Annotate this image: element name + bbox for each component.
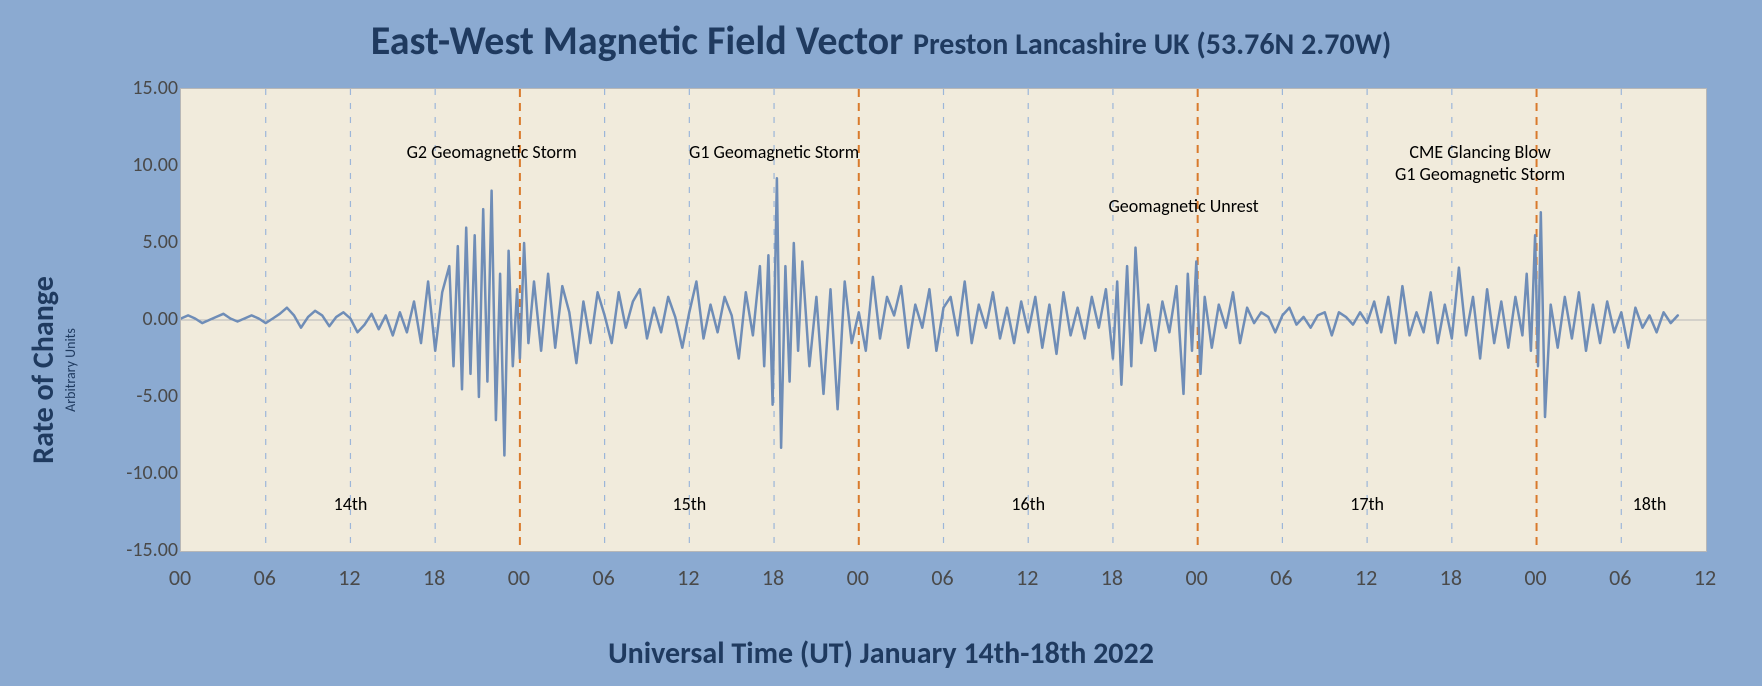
x-tick: 00: [508, 564, 530, 591]
x-tick: 12: [1016, 564, 1038, 591]
y-axis-label: Rate of Change: [25, 277, 62, 465]
y-tick: -5.00: [136, 384, 178, 408]
y-tick: -10.00: [126, 461, 178, 485]
x-tick: 12: [338, 564, 360, 591]
series-line: [181, 178, 1678, 455]
day-label: 14th: [334, 493, 368, 515]
x-axis-label: Universal Time (UT) January 14th-18th 20…: [0, 635, 1762, 672]
x-tick: 00: [1186, 564, 1208, 591]
y-tick: 5.00: [143, 230, 178, 254]
plot-area: G2 Geomagnetic Storm G1 Geomagnetic Storm…: [180, 88, 1707, 552]
x-tick: 18: [423, 564, 445, 591]
x-tick: 06: [254, 564, 276, 591]
y-axis-unit: Arbitrary Units: [62, 277, 79, 465]
y-tick-labels: -15.00-10.00-5.000.005.0010.0015.00: [100, 88, 178, 550]
x-tick: 00: [847, 564, 869, 591]
x-tick: 06: [1270, 564, 1292, 591]
x-tick: 18: [1101, 564, 1123, 591]
day-label: 17th: [1350, 493, 1384, 515]
x-tick: 06: [931, 564, 953, 591]
x-tick: 18: [762, 564, 784, 591]
x-tick: 00: [169, 564, 191, 591]
annotation: G1 Geomagnetic Storm: [689, 141, 859, 164]
y-tick: 15.00: [132, 76, 178, 100]
y-tick: -15.00: [126, 538, 178, 562]
x-tick: 18: [1440, 564, 1462, 591]
x-tick: 00: [1524, 564, 1546, 591]
x-tick: 06: [1609, 564, 1631, 591]
annotation: Geomagnetic Unrest: [1108, 195, 1258, 218]
chart-title: East-West Magnetic Field Vector Preston …: [0, 16, 1762, 65]
y-axis-label-wrap: Rate of Change Arbitrary Units: [22, 0, 82, 686]
day-label: 18th: [1633, 493, 1667, 515]
annotation: CME Glancing BlowG1 Geomagnetic Storm: [1395, 141, 1565, 186]
annotation: G2 Geomagnetic Storm: [407, 141, 577, 164]
x-tick-labels: 00061218000612180006121800061218000612: [180, 560, 1705, 590]
x-tick: 12: [677, 564, 699, 591]
title-main: East-West Magnetic Field Vector: [371, 16, 904, 65]
day-label: 16th: [1011, 493, 1045, 515]
x-tick: 12: [1355, 564, 1377, 591]
y-tick: 10.00: [132, 153, 178, 177]
x-tick: 12: [1694, 564, 1716, 591]
x-tick: 06: [592, 564, 614, 591]
y-tick: 0.00: [143, 307, 178, 331]
title-sub: Preston Lancashire UK (53.76N 2.70W): [913, 26, 1391, 63]
day-label: 15th: [672, 493, 706, 515]
